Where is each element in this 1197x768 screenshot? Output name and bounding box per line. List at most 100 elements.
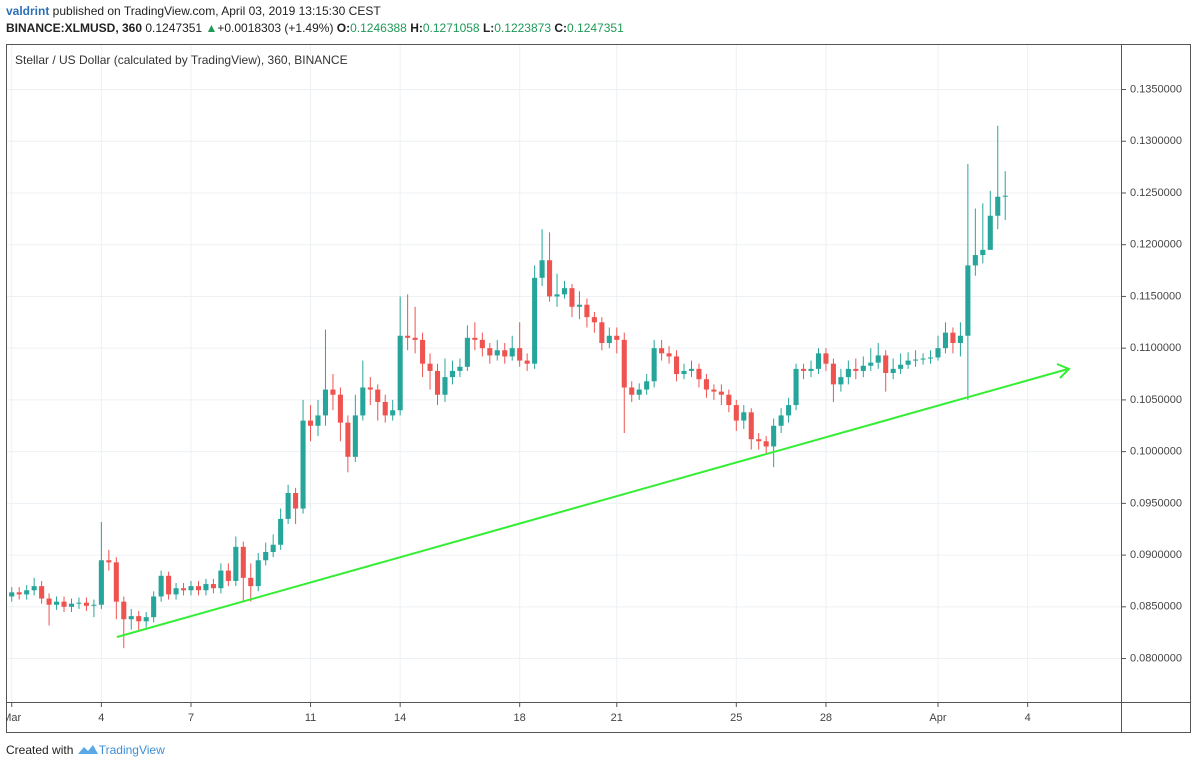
candle-body xyxy=(255,560,261,587)
candle-body xyxy=(995,196,1001,216)
candle-body xyxy=(390,410,396,416)
candle-body xyxy=(756,439,762,442)
candle-body xyxy=(703,379,709,390)
candle-body xyxy=(726,394,732,406)
brand[interactable]: TradingView xyxy=(98,743,165,757)
x-tick-label: 28 xyxy=(820,712,832,724)
candle-body xyxy=(920,358,926,360)
candle-body xyxy=(823,353,829,364)
candle-body xyxy=(860,365,866,371)
candle-body xyxy=(210,584,216,589)
candle-body xyxy=(741,412,747,421)
trend-line xyxy=(116,368,1069,638)
grid xyxy=(7,45,1121,702)
candle-body xyxy=(629,387,635,395)
candle-body xyxy=(300,420,306,509)
candle-body xyxy=(472,337,478,340)
candle-body xyxy=(487,348,493,356)
candle-body xyxy=(591,317,597,323)
candle-body xyxy=(688,368,695,371)
candle-body xyxy=(307,420,314,426)
candle-body xyxy=(890,368,896,373)
y-tick-label: 0.0900000 xyxy=(1130,549,1182,561)
candle-body xyxy=(651,348,657,382)
x-tick-label: 14 xyxy=(394,712,406,724)
candle-body xyxy=(666,353,672,357)
candle-body xyxy=(868,362,874,366)
x-tick-label: Mar xyxy=(2,712,21,724)
candle-body xyxy=(748,412,754,440)
x-tick-label: 18 xyxy=(514,712,526,724)
candle-body xyxy=(270,544,276,552)
candle-body xyxy=(957,335,963,343)
candle-body xyxy=(412,337,418,340)
candle-body xyxy=(845,368,851,378)
candle-body xyxy=(218,570,224,589)
y-tick-label: 0.0800000 xyxy=(1130,652,1182,664)
candle-body xyxy=(771,425,777,447)
x-tick-label: 4 xyxy=(98,712,104,724)
user-name[interactable]: valdrint xyxy=(6,4,50,18)
y-tick-label: 0.1000000 xyxy=(1130,446,1182,458)
candle-body xyxy=(644,381,650,390)
close-label: C: xyxy=(554,21,568,35)
candle-body xyxy=(360,387,366,416)
candle-body xyxy=(330,389,336,395)
candle-body xyxy=(935,348,941,358)
candle-body xyxy=(91,604,97,606)
y-tick-label: 0.0950000 xyxy=(1130,497,1182,509)
publish-line: valdrint published on TradingView.com, A… xyxy=(6,4,381,18)
candle-body xyxy=(24,590,30,595)
candle-body xyxy=(532,277,538,364)
y-tick-label: 0.1300000 xyxy=(1130,135,1182,147)
candle-body xyxy=(883,355,889,373)
candle-body xyxy=(181,588,187,591)
candle-body xyxy=(457,366,463,371)
candle-body xyxy=(614,335,620,340)
candle-body xyxy=(479,339,485,349)
y-tick-label: 0.1150000 xyxy=(1130,290,1181,302)
candle-body xyxy=(584,304,590,318)
candle-body xyxy=(121,601,127,620)
change: +0.0018303 (+1.49%) xyxy=(217,21,334,35)
candle-body xyxy=(927,357,934,359)
candle-body xyxy=(293,493,299,509)
candle-body xyxy=(98,560,104,605)
candle-body xyxy=(54,601,60,605)
brand-logo xyxy=(77,745,98,754)
up-arrow: ▲ xyxy=(205,21,218,35)
y-tick-label: 0.1100000 xyxy=(1130,342,1181,354)
candle-body xyxy=(143,617,149,622)
last-price: 0.1247351 xyxy=(145,21,203,35)
candle-body xyxy=(913,359,919,361)
candle-body xyxy=(39,586,45,599)
candle-body xyxy=(830,363,836,385)
y-tick-label: 0.0850000 xyxy=(1130,601,1182,613)
publish-info: published on TradingView.com, April 03, … xyxy=(49,4,381,18)
candle-body xyxy=(965,265,971,336)
candle-body xyxy=(315,415,321,426)
candle-body xyxy=(853,368,859,371)
candle-body xyxy=(173,588,179,595)
candle-body xyxy=(808,368,814,371)
candle-body xyxy=(718,391,724,395)
candle-body xyxy=(345,422,351,457)
candle-body xyxy=(554,294,560,297)
candle-body xyxy=(576,304,582,307)
candle-body xyxy=(225,570,231,581)
candle-body xyxy=(898,364,904,369)
candle-body xyxy=(352,415,358,457)
candle-body xyxy=(68,603,75,607)
candle-body xyxy=(195,586,202,591)
quote-line: BINANCE:XLMUSD, 360 0.1247351 ▲+0.001830… xyxy=(6,21,624,35)
candle-body xyxy=(113,562,119,602)
low-label: L: xyxy=(482,21,495,35)
candle-body xyxy=(972,255,978,266)
candle-body xyxy=(233,546,239,581)
candle-body xyxy=(1002,195,1008,197)
candle-body xyxy=(397,335,403,411)
candle-body xyxy=(599,322,605,343)
candle-body xyxy=(158,575,164,597)
candle-body xyxy=(263,551,269,561)
